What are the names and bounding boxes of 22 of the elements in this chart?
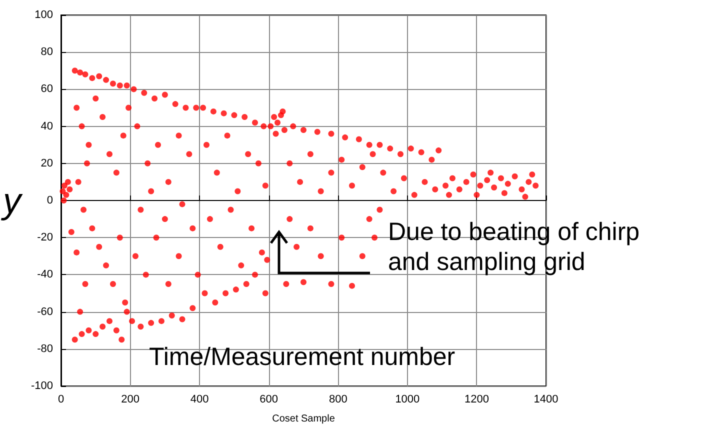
y-tick-label: 20 [40,157,53,170]
x-tick-label: 200 [121,394,140,406]
y-tick-label: -80 [37,342,53,355]
y-tick-label: -40 [37,268,53,281]
x-tick-label: 1200 [464,394,489,406]
y-axis-title: y [0,180,23,221]
y-tick-label: -60 [37,306,53,318]
annotation: Time/Measurement number [148,342,456,373]
x-tick-label: 800 [328,394,348,406]
x-tick-label: 400 [190,394,209,406]
x-tick-label: 1400 [534,394,558,406]
y-tick-label: 0 [46,194,53,206]
y-tick-label: 80 [40,46,53,58]
y-tick-label: -20 [37,232,53,244]
x-tick-label: 1000 [395,394,420,406]
x-tick-label: 600 [260,394,278,406]
y-tick-label: -100 [30,380,53,392]
x-tick-label: 0 [58,394,64,406]
x-axis-title: Coset Sample [272,414,336,424]
y-tick-label: 100 [34,9,53,21]
y-tick-label: 60 [40,83,53,96]
y-tick-label: 40 [40,120,53,132]
